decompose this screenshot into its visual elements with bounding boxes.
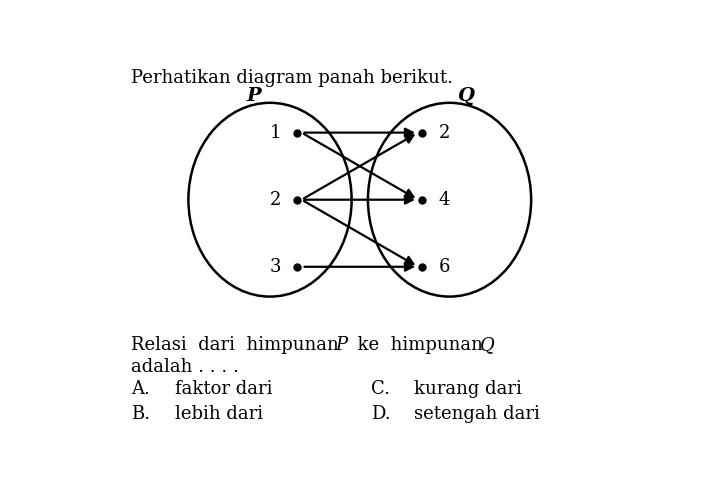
Text: 4: 4 — [439, 191, 450, 209]
Text: C.: C. — [371, 380, 390, 398]
Text: 2: 2 — [439, 123, 450, 142]
Text: 2: 2 — [270, 191, 281, 209]
Text: Perhatikan diagram panah berikut.: Perhatikan diagram panah berikut. — [131, 69, 453, 87]
Text: P: P — [246, 87, 261, 105]
Text: 1: 1 — [270, 123, 282, 142]
Text: P: P — [336, 336, 347, 354]
Text: faktor dari: faktor dari — [175, 380, 272, 398]
Text: D.: D. — [371, 405, 390, 423]
Text: adalah . . . .: adalah . . . . — [131, 358, 239, 376]
Text: ke  himpunan: ke himpunan — [346, 336, 494, 354]
Text: A.: A. — [131, 380, 150, 398]
Text: Relasi  dari  himpunan: Relasi dari himpunan — [131, 336, 350, 354]
Text: Q: Q — [458, 87, 475, 105]
Text: kurang dari: kurang dari — [414, 380, 522, 398]
Text: lebih dari: lebih dari — [175, 405, 263, 423]
Text: Q: Q — [479, 336, 494, 354]
Text: setengah dari: setengah dari — [414, 405, 540, 423]
Text: B.: B. — [131, 405, 150, 423]
Text: 6: 6 — [438, 258, 450, 276]
Text: 3: 3 — [270, 258, 282, 276]
